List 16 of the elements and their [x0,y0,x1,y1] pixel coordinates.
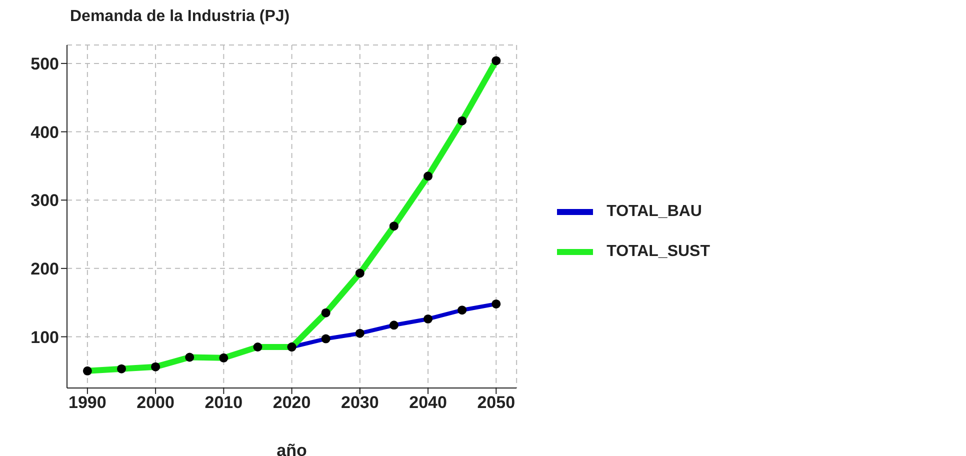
y-tick-label: 300 [30,191,59,210]
y-tick-label: 100 [30,328,59,347]
x-tick-label: 2020 [272,393,311,412]
x-tick-label: 1990 [68,393,106,412]
y-tick-label: 500 [30,54,59,74]
x-axis-title: año [276,441,307,456]
x-tick-label: 2030 [340,393,379,412]
legend-label: TOTAL_SUST [606,243,710,261]
x-tick-label: 2050 [477,393,516,412]
x-tick-label: 2000 [136,393,174,412]
chart-title: Demanda de la Industria (PJ) [70,8,290,26]
y-tick-label: 400 [30,122,59,142]
x-tick-label: 2040 [409,393,447,412]
x-tick-label: 2010 [204,393,243,412]
y-tick-label: 200 [30,259,59,278]
legend-label: TOTAL_BAU [606,203,702,221]
